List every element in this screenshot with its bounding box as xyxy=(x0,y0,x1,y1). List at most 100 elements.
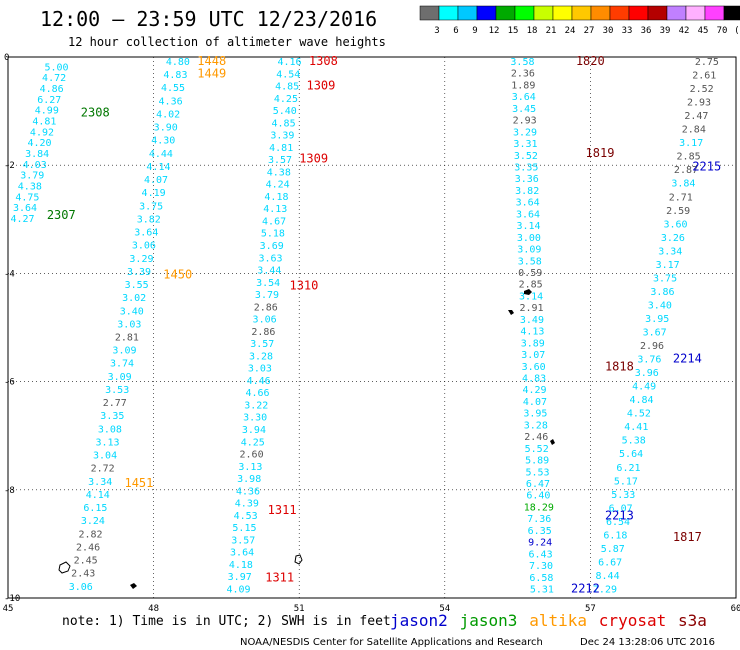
wave-height-value: 4.20 xyxy=(27,138,51,149)
pass-label: 1448 xyxy=(197,54,226,68)
wave-height-value: 5.38 xyxy=(622,436,646,447)
pass-label: 1311 xyxy=(268,503,297,517)
wave-height-value: 3.14 xyxy=(519,291,543,302)
wave-height-value: 5.87 xyxy=(601,544,625,555)
wave-height-value: 4.41 xyxy=(624,422,648,433)
wave-height-value: 4.86 xyxy=(40,84,64,95)
wave-height-value: 4.81 xyxy=(32,117,56,128)
wave-height-value: 5.52 xyxy=(525,444,549,455)
wave-height-value: 5.15 xyxy=(232,523,256,534)
wave-height-value: 3.64 xyxy=(230,548,254,559)
wave-height-value: 3.00 xyxy=(517,233,541,244)
wave-height-value: 6.27 xyxy=(37,95,61,106)
latitude-label: -10 xyxy=(4,594,20,604)
wave-height-value: 3.57 xyxy=(231,535,255,546)
wave-height-value: 4.99 xyxy=(35,106,59,117)
wave-height-value: 2.85 xyxy=(519,280,543,291)
legend-entry: cryosat xyxy=(599,611,666,630)
wave-height-value: 3.58 xyxy=(510,57,534,68)
wave-height-value: 3.06 xyxy=(253,315,277,326)
wave-height-value: 3.13 xyxy=(95,437,119,448)
color-swatch xyxy=(590,5,611,21)
wave-height-value: 3.28 xyxy=(524,420,548,431)
wave-height-value: 4.29 xyxy=(522,385,546,396)
wave-height-value: 3.35 xyxy=(514,162,538,173)
longitude-label: 57 xyxy=(585,604,596,614)
wave-height-value: 6.58 xyxy=(529,573,553,584)
wave-height-value: 5.31 xyxy=(530,584,554,595)
timestamp-text: Dec 24 13:28:06 UTC 2016 xyxy=(580,637,715,648)
longitude-label: 60 xyxy=(731,604,740,614)
color-swatch xyxy=(419,5,440,21)
pass-label: 1820 xyxy=(576,54,605,68)
wave-height-value: 2.71 xyxy=(669,192,693,203)
longitude-label: 45 xyxy=(3,604,14,614)
wave-height-value: 3.64 xyxy=(512,92,536,103)
wave-height-value: 2.93 xyxy=(687,98,711,109)
wave-height-value: 3.22 xyxy=(244,400,268,411)
wave-height-value: 3.98 xyxy=(237,474,261,485)
wave-height-value: 5.00 xyxy=(44,62,68,73)
wave-height-value: 3.58 xyxy=(518,256,542,267)
color-swatch xyxy=(495,5,516,21)
wave-height-value: 4.14 xyxy=(146,162,170,173)
wave-height-value: 3.64 xyxy=(13,203,37,214)
wave-height-value: 3.57 xyxy=(268,155,292,166)
wave-height-value: 3.49 xyxy=(520,315,544,326)
wave-height-value: 3.54 xyxy=(256,278,280,289)
wave-height-value: 2.86 xyxy=(251,327,275,338)
wave-height-value: 4.81 xyxy=(269,143,293,154)
wave-height-value: 3.97 xyxy=(228,572,252,583)
island-shape xyxy=(550,439,555,445)
wave-height-value: 6.40 xyxy=(526,491,550,502)
color-scale-label: 45 xyxy=(698,26,709,36)
wave-height-value: 2.47 xyxy=(684,111,708,122)
wave-height-value: 3.64 xyxy=(134,228,158,239)
wave-height-value: 3.60 xyxy=(663,219,687,230)
wave-height-value: 8.44 xyxy=(596,571,620,582)
color-swatch xyxy=(685,5,706,21)
wave-height-value: 3.64 xyxy=(516,198,540,209)
latitude-label: -2 xyxy=(4,161,15,171)
pass-label: 1311 xyxy=(265,571,294,585)
pass-label: 1308 xyxy=(309,54,338,68)
wave-height-value: 3.31 xyxy=(513,139,537,150)
legend-entry: altika xyxy=(529,611,587,630)
color-swatch xyxy=(457,5,478,21)
color-swatch xyxy=(533,5,554,21)
wave-height-value: 3.07 xyxy=(521,350,545,361)
wave-height-value: 4.30 xyxy=(151,136,175,147)
wave-height-value: 4.39 xyxy=(235,499,259,510)
wave-height-value: 3.24 xyxy=(81,516,105,527)
wave-height-value: 2.91 xyxy=(519,303,543,314)
wave-height-value: 3.04 xyxy=(93,451,117,462)
wave-height-value: 4.46 xyxy=(247,376,271,387)
wave-height-value: 3.79 xyxy=(20,171,44,182)
color-scale-label: 33 xyxy=(622,26,633,36)
wave-height-value: 2.60 xyxy=(240,450,264,461)
wave-height-value: 3.84 xyxy=(671,179,695,190)
wave-height-value: 3.02 xyxy=(122,293,146,304)
latitude-label: -4 xyxy=(4,269,15,279)
wave-height-value: 4.13 xyxy=(520,327,544,338)
color-swatch xyxy=(476,5,497,21)
wave-height-value: 5.53 xyxy=(526,467,550,478)
color-swatch xyxy=(647,5,668,21)
wave-height-value: 6.43 xyxy=(529,549,553,560)
wave-height-value: 3.90 xyxy=(154,123,178,134)
wave-height-value: 3.09 xyxy=(112,346,136,357)
wave-height-value: 18.29 xyxy=(524,502,554,513)
legend-entry: jason2 xyxy=(390,611,448,630)
wave-height-value: 4.67 xyxy=(262,216,286,227)
color-scale-label: 36 xyxy=(641,26,652,36)
wave-height-value: 7.30 xyxy=(529,561,553,572)
wave-height-value: 4.49 xyxy=(632,382,656,393)
altimeter-tracks: 5.004.724.866.274.994.814.924.203.844.03… xyxy=(11,57,719,595)
credit-text: NOAA/NESDIS Center for Satellite Applica… xyxy=(240,637,543,648)
wave-height-value: 3.95 xyxy=(523,409,547,420)
color-swatch xyxy=(609,5,630,21)
wave-height-value: 4.66 xyxy=(245,388,269,399)
wave-height-value: 4.27 xyxy=(11,214,35,225)
wave-height-value: 3.76 xyxy=(637,355,661,366)
wave-height-value: 4.72 xyxy=(42,73,66,84)
